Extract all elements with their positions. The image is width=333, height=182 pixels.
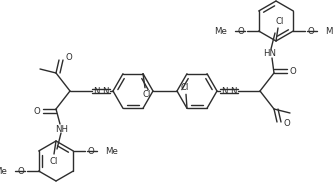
Text: O: O xyxy=(65,54,72,62)
Text: O: O xyxy=(290,66,297,76)
Text: O: O xyxy=(87,147,94,155)
Text: Me: Me xyxy=(105,147,118,155)
Text: N: N xyxy=(103,86,109,96)
Text: NH: NH xyxy=(56,124,69,134)
Text: O: O xyxy=(283,120,290,128)
Text: Me: Me xyxy=(0,167,7,175)
Text: N: N xyxy=(93,86,100,96)
Text: N: N xyxy=(230,86,237,96)
Text: Cl: Cl xyxy=(276,17,284,25)
Text: N: N xyxy=(221,86,227,96)
Text: Cl: Cl xyxy=(50,157,58,165)
Text: Me: Me xyxy=(214,27,227,35)
Text: Cl: Cl xyxy=(143,90,151,99)
Text: O: O xyxy=(33,106,40,116)
Text: O: O xyxy=(307,27,314,35)
Text: Cl: Cl xyxy=(181,83,189,92)
Text: O: O xyxy=(18,167,25,175)
Text: HN: HN xyxy=(263,48,276,58)
Text: O: O xyxy=(238,27,245,35)
Text: Me: Me xyxy=(325,27,333,35)
